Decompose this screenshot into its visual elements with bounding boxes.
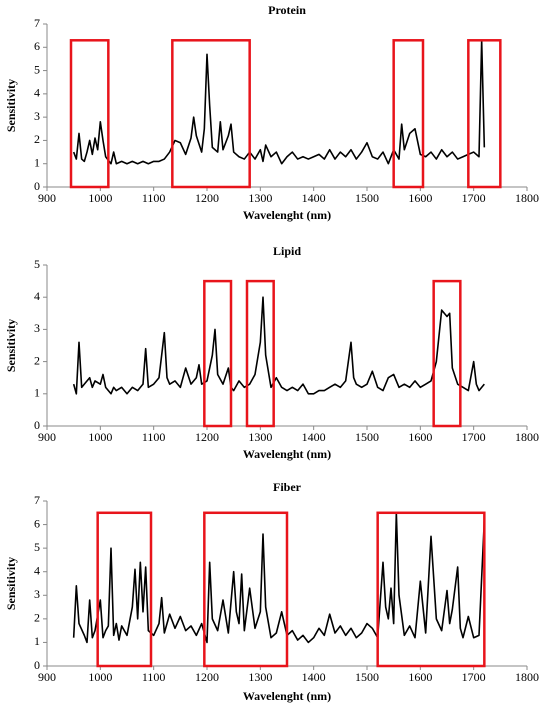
y-tick-label: 2 xyxy=(34,611,40,625)
chart-title: Fiber xyxy=(273,480,302,494)
spectrum-line xyxy=(72,296,485,395)
highlight-box xyxy=(203,511,289,668)
y-tick-label: 4 xyxy=(34,563,40,577)
highlight-box xyxy=(467,39,502,189)
x-tick-label: 1200 xyxy=(195,430,219,444)
y-tick-label: 1 xyxy=(34,386,40,400)
x-tick-label: 1200 xyxy=(195,191,219,205)
x-tick-label: 1600 xyxy=(408,670,432,684)
y-tick-label: 0 xyxy=(34,418,40,432)
x-axis-label: Wavelenght (nm) xyxy=(243,208,331,222)
y-tick-label: 4 xyxy=(34,86,40,100)
x-tick-label: 1000 xyxy=(88,430,112,444)
x-tick-label: 1200 xyxy=(195,670,219,684)
y-tick-label: 6 xyxy=(34,39,40,53)
x-tick-label: 1600 xyxy=(408,191,432,205)
highlight-box xyxy=(392,39,425,189)
highlight-box xyxy=(432,279,462,428)
y-tick-label: 5 xyxy=(34,62,40,76)
x-tick-label: 1500 xyxy=(355,191,379,205)
y-tick-label: 5 xyxy=(34,257,40,271)
x-tick-label: 1400 xyxy=(302,191,326,205)
x-tick-label: 1500 xyxy=(355,670,379,684)
x-tick-label: 900 xyxy=(38,191,56,205)
y-axis-label: Sensitivity xyxy=(4,319,18,372)
x-axis-label: Wavelenght (nm) xyxy=(243,447,331,461)
x-tick-label: 1800 xyxy=(515,191,539,205)
y-tick-label: 0 xyxy=(34,179,40,193)
chart-title: Lipid xyxy=(273,244,301,258)
y-tick-label: 7 xyxy=(34,493,40,507)
highlight-box xyxy=(245,279,275,428)
highlight-box xyxy=(376,511,486,668)
y-axis-label: Sensitivity xyxy=(4,557,18,610)
x-tick-label: 1000 xyxy=(88,191,112,205)
x-tick-label: 1300 xyxy=(248,430,272,444)
x-tick-label: 1700 xyxy=(462,191,486,205)
y-tick-label: 2 xyxy=(34,132,40,146)
x-tick-label: 1100 xyxy=(142,430,166,444)
y-tick-label: 5 xyxy=(34,540,40,554)
y-tick-label: 1 xyxy=(34,634,40,648)
x-tick-label: 1700 xyxy=(462,430,486,444)
x-tick-label: 1300 xyxy=(248,191,272,205)
x-tick-label: 1300 xyxy=(248,670,272,684)
x-tick-label: 900 xyxy=(38,430,56,444)
x-tick-label: 1000 xyxy=(88,670,112,684)
x-axis-label: Wavelenght (nm) xyxy=(243,689,331,703)
y-tick-label: 7 xyxy=(34,16,40,30)
x-tick-label: 1800 xyxy=(515,430,539,444)
x-tick-label: 1800 xyxy=(515,670,539,684)
y-tick-label: 3 xyxy=(34,321,40,335)
x-tick-label: 1100 xyxy=(142,670,166,684)
spectrum-line xyxy=(72,39,486,165)
x-tick-label: 1600 xyxy=(408,430,432,444)
highlight-box xyxy=(171,39,251,189)
x-tick-label: 1400 xyxy=(302,670,326,684)
y-tick-label: 2 xyxy=(34,353,40,367)
y-tick-label: 3 xyxy=(34,587,40,601)
highlight-box xyxy=(69,39,110,189)
chart-title: Protein xyxy=(268,3,306,17)
highlight-box xyxy=(203,279,233,428)
x-tick-label: 1500 xyxy=(355,430,379,444)
y-tick-label: 6 xyxy=(34,516,40,530)
highlight-box xyxy=(96,511,153,668)
y-tick-label: 1 xyxy=(34,155,40,169)
spectrum-line xyxy=(72,511,486,644)
x-tick-label: 900 xyxy=(38,670,56,684)
y-axis-label: Sensitivity xyxy=(4,79,18,132)
x-tick-label: 1400 xyxy=(302,430,326,444)
x-tick-label: 1700 xyxy=(462,670,486,684)
y-tick-label: 0 xyxy=(34,658,40,672)
y-tick-label: 3 xyxy=(34,109,40,123)
x-tick-label: 1100 xyxy=(142,191,166,205)
y-tick-label: 4 xyxy=(34,289,40,303)
